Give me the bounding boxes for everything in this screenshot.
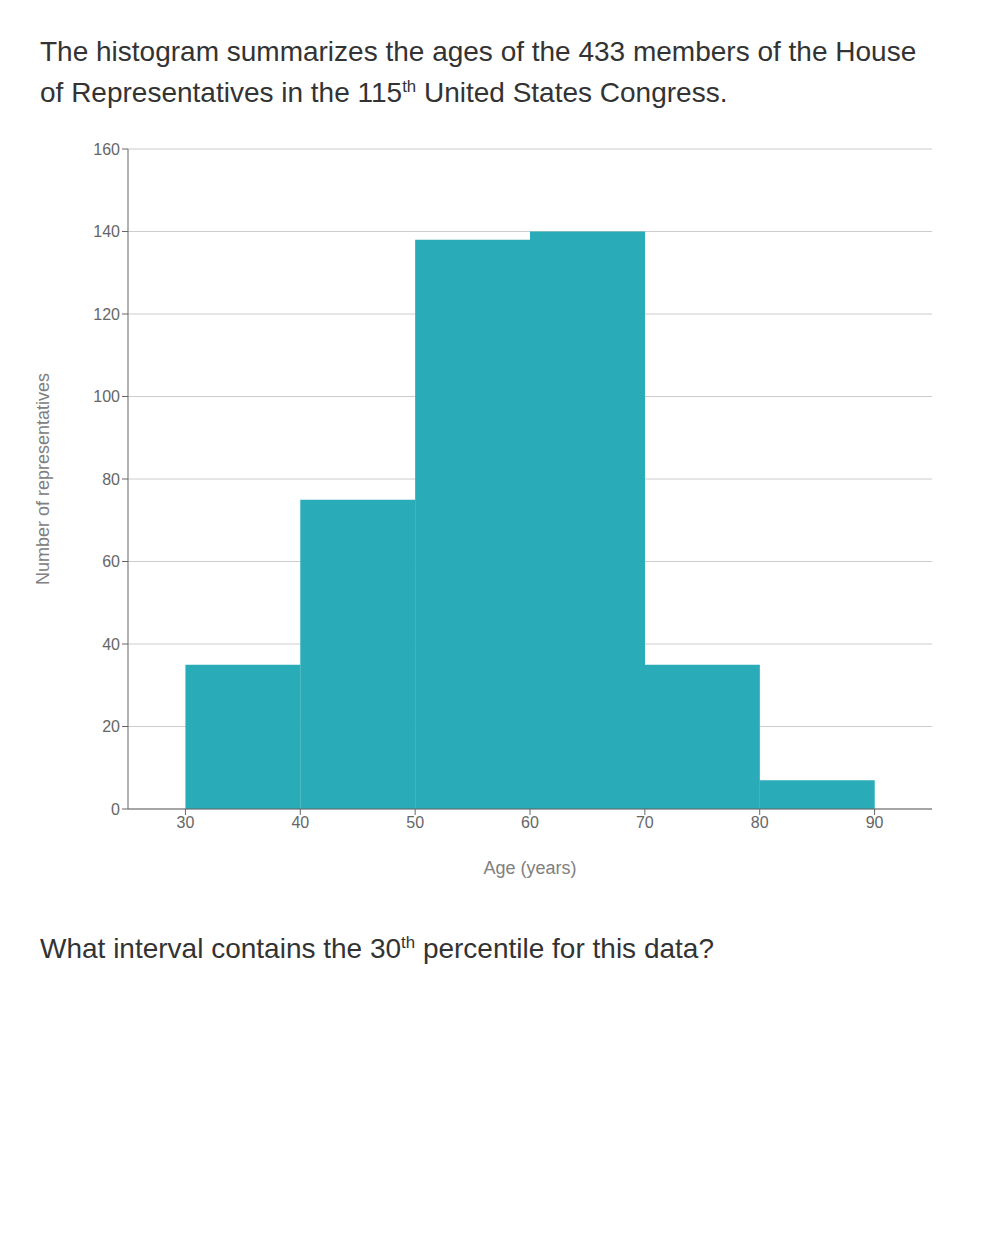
svg-text:90: 90 <box>866 815 884 832</box>
svg-text:80: 80 <box>751 815 769 832</box>
html-text:What interval contains the 30t: What interval contains the 30thpercentil… <box>40 932 714 965</box>
svg-text:160: 160 <box>93 141 120 158</box>
svg-text:30: 30 <box>177 815 195 832</box>
svg-text:120: 120 <box>93 306 120 323</box>
svg-text:60: 60 <box>102 553 120 570</box>
svg-text:50: 50 <box>406 815 424 832</box>
svg-text:40: 40 <box>102 636 120 653</box>
svg-text:Age (years): Age (years) <box>483 858 576 878</box>
svg-text:100: 100 <box>93 388 120 405</box>
svg-text:Number of representatives: Number of representatives <box>33 373 53 585</box>
svg-text:0: 0 <box>111 801 120 818</box>
svg-text:40: 40 <box>291 815 309 832</box>
svg-text:60: 60 <box>521 815 539 832</box>
svg-text:70: 70 <box>636 815 654 832</box>
svg-text:140: 140 <box>93 223 120 240</box>
svg-text:20: 20 <box>102 718 120 735</box>
html-text:The histogram summarizes the a: The histogram summarizes the ages of the… <box>40 36 917 108</box>
svg-text:80: 80 <box>102 471 120 488</box>
